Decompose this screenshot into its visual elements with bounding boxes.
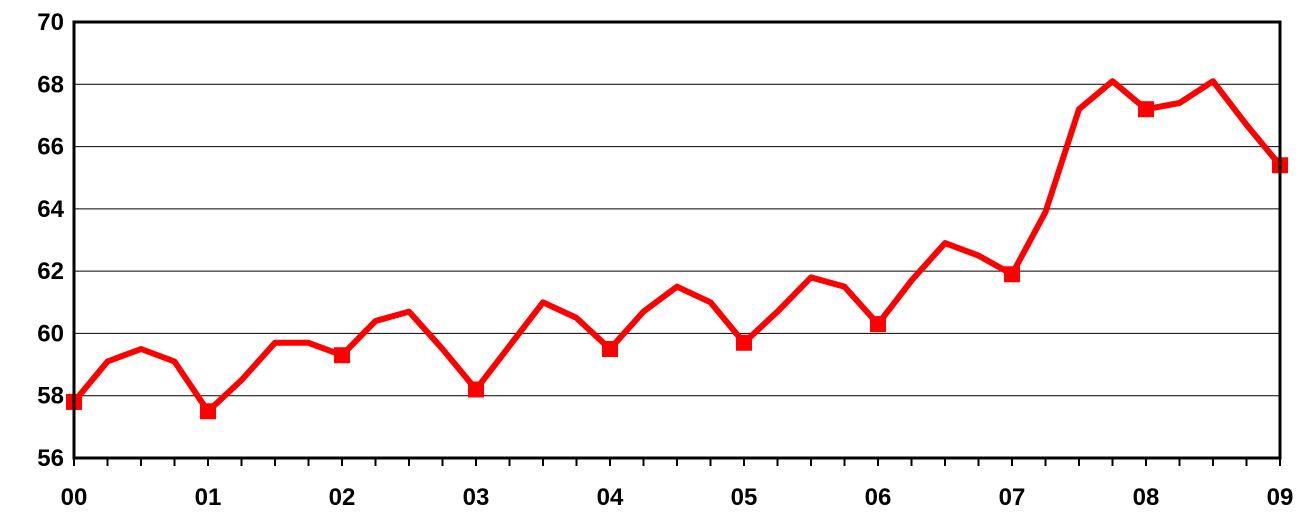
series-line — [71, 78, 1283, 415]
series-line-group — [66, 78, 1288, 420]
x-tick-label-09: 09 — [1267, 484, 1294, 511]
x-tick-label-04: 04 — [597, 484, 624, 511]
x-tick-label-08: 08 — [1133, 484, 1160, 511]
y-axis-tick-labels: 56 58 60 62 64 66 68 70 — [37, 9, 64, 472]
data-point-marker — [736, 334, 752, 351]
x-tick-label-01: 01 — [195, 484, 222, 511]
x-axis-tick-labels: 00 01 02 03 04 05 06 07 08 09 — [61, 484, 1294, 511]
data-point-marker — [1138, 101, 1154, 118]
data-point-marker — [468, 381, 484, 398]
y-tick-label-62: 62 — [37, 258, 64, 285]
x-tick-label-02: 02 — [329, 484, 356, 511]
y-tick-label-58: 58 — [37, 383, 64, 410]
data-point-marker — [1004, 266, 1020, 283]
y-tick-label-68: 68 — [37, 71, 64, 98]
gridlines — [74, 83, 1280, 397]
y-tick-label-56: 56 — [37, 445, 64, 472]
y-tick-label-60: 60 — [37, 320, 64, 347]
x-tick-label-07: 07 — [999, 484, 1026, 511]
y-tick-label-66: 66 — [37, 134, 64, 161]
y-tick-label-70: 70 — [37, 9, 64, 36]
x-tick-label-03: 03 — [463, 484, 490, 511]
data-point-marker — [334, 347, 350, 364]
plot-area-frame — [72, 20, 1282, 460]
data-point-marker — [602, 341, 618, 357]
x-tick-label-05: 05 — [731, 484, 758, 511]
x-tick-label-00: 00 — [61, 484, 88, 511]
data-point-marker — [200, 403, 216, 420]
data-point-marker — [870, 316, 886, 333]
y-tick-label-64: 64 — [37, 196, 64, 223]
x-tick-label-06: 06 — [865, 484, 892, 511]
